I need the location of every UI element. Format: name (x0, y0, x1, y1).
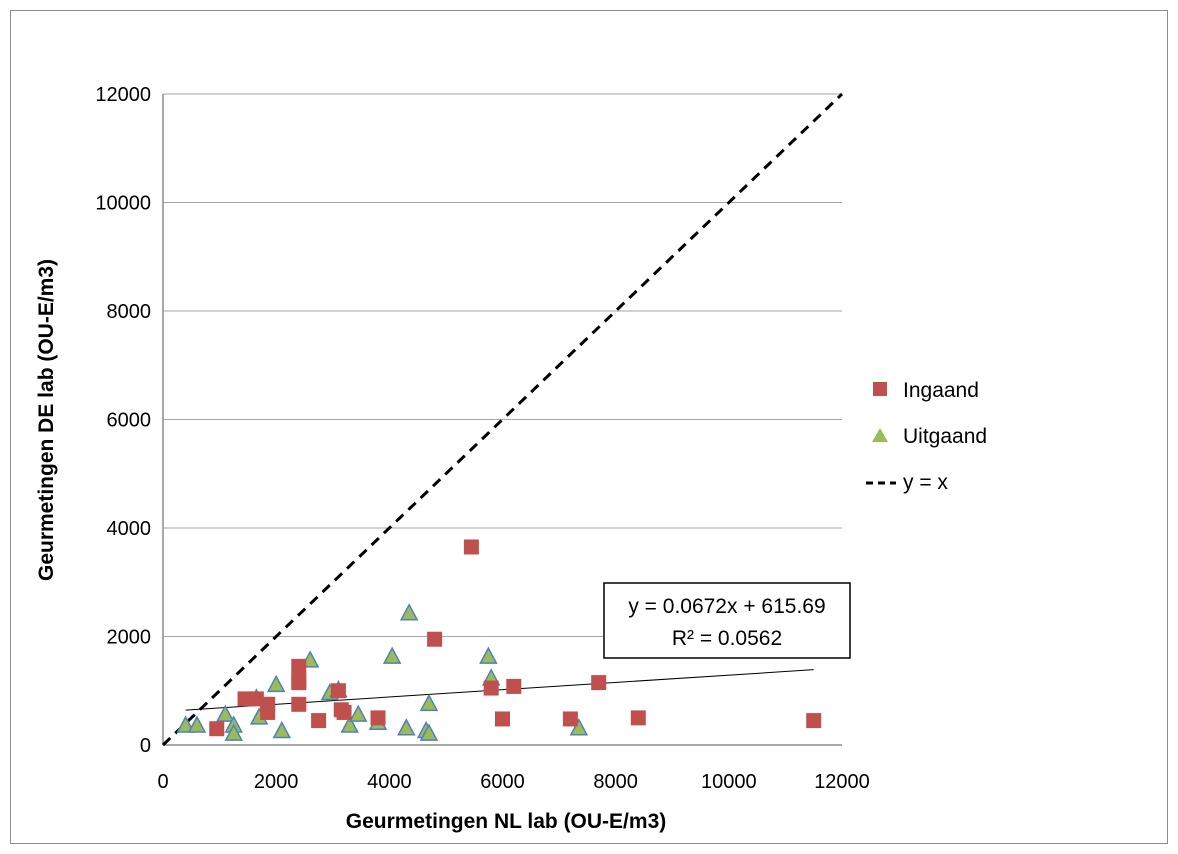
ingaand-point (311, 713, 327, 729)
legend-label-identity: y = x (903, 471, 948, 494)
x-tick-label: 10000 (701, 771, 757, 793)
y-tick-label: 6000 (107, 410, 152, 432)
legend-marker-ingaand (873, 382, 887, 396)
uitgaand-point (397, 718, 416, 736)
x-tick-label: 6000 (480, 771, 525, 793)
uitgaand-point (569, 718, 589, 736)
uitgaand-point (348, 704, 368, 722)
tick-labels: 0 2000 4000 6000 8000 10000 12000 0 2000 4000 6000… (95, 84, 869, 793)
uitgaand-point (382, 646, 402, 664)
legend-label-ingaand: Ingaand (903, 379, 979, 402)
data-points (176, 539, 822, 741)
uitgaand-point (224, 723, 243, 741)
ingaand-point (209, 721, 225, 737)
ingaand-point (370, 710, 386, 726)
ingaand-point (806, 713, 822, 729)
ingaand-point (330, 683, 346, 699)
identity-line-group (161, 92, 844, 747)
uitgaand-point (340, 715, 359, 733)
x-axis-title: Geurmetingen NL lab (OU-E/m3) (346, 810, 667, 833)
gridlines (163, 93, 842, 637)
uitgaand-point (266, 674, 286, 693)
trendline-group (185, 669, 814, 711)
ingaand-point (630, 710, 646, 726)
ingaand-point (291, 675, 307, 691)
ingaand-point (427, 631, 443, 647)
uitgaand-point (419, 723, 439, 741)
y-tick-label: 8000 (107, 301, 152, 323)
ingaand-point (483, 680, 499, 696)
uitgaand-point (187, 715, 207, 733)
ingaand-point (291, 658, 307, 674)
x-tick-label: 2000 (254, 771, 299, 793)
legend: Ingaand Uitgaand y = x (866, 379, 987, 494)
legend-label-uitgaand: Uitgaand (903, 425, 987, 448)
equation-box: y = 0.0672x + 615.69 R² = 0.0562 (603, 582, 851, 659)
uitgaand-point (176, 715, 195, 733)
x-tick-label: 4000 (367, 771, 412, 793)
axes (162, 94, 842, 746)
identity-line (161, 92, 844, 747)
uitgaand-point (272, 720, 292, 739)
ingaand-point (291, 696, 307, 712)
x-tick-label: 0 (157, 771, 168, 793)
x-tick-label: 8000 (593, 771, 638, 793)
uitgaand-point (479, 646, 498, 664)
ingaand-point (562, 711, 578, 727)
ingaand-point (237, 691, 253, 707)
y-tick-label: 0 (140, 735, 151, 757)
x-tick-label: 12000 (814, 771, 870, 793)
ingaand-point (260, 704, 276, 720)
y-axis-title: Geurmetingen DE lab (OU-E/m3) (35, 259, 58, 581)
legend-marker-uitgaand (872, 428, 888, 442)
uitgaand-point (215, 704, 235, 722)
uitgaand-point (419, 693, 439, 712)
ingaand-point (336, 704, 352, 720)
y-tick-label: 12000 (95, 84, 151, 106)
y-tick-label: 10000 (95, 193, 151, 215)
trendline-equation: y = 0.0672x + 615.69 (628, 595, 825, 618)
r-squared-label: R² = 0.0562 (672, 627, 782, 650)
ingaand-point (463, 539, 479, 555)
trendline (185, 669, 814, 711)
uitgaand-point (399, 603, 419, 621)
ingaand-point (495, 711, 510, 727)
y-tick-label: 2000 (107, 627, 152, 649)
ingaand-point (506, 678, 522, 694)
ingaand-point (591, 675, 607, 691)
y-tick-label: 4000 (107, 518, 152, 540)
ingaand-point (248, 691, 264, 707)
